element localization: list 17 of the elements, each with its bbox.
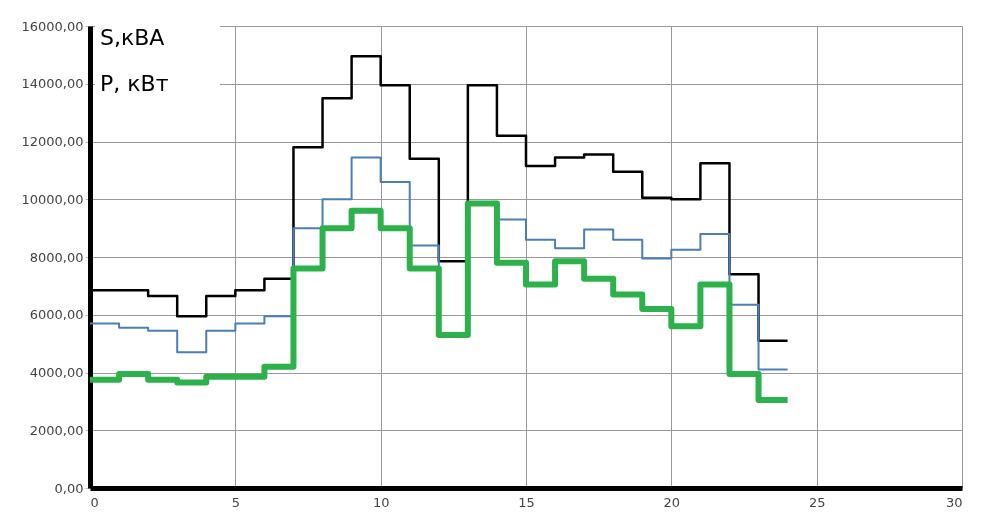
y-tick-label: 14000,00 xyxy=(21,76,84,92)
x-tick-label: 20 xyxy=(663,494,681,510)
y-tick-label: 2000,00 xyxy=(29,422,84,438)
y-tick-label: 8000,00 xyxy=(29,249,84,265)
x-tick-label: 15 xyxy=(518,494,535,510)
x-tick-label: 25 xyxy=(808,494,826,510)
y-tick-label: 6000,00 xyxy=(29,307,84,323)
x-tick-label: 5 xyxy=(231,494,240,510)
x-tick-label: 0 xyxy=(90,494,99,510)
y-tick-label: 16000,00 xyxy=(21,18,84,34)
y-tick-label: 12000,00 xyxy=(21,134,84,149)
x-tick-label: 10 xyxy=(372,494,390,510)
y-tick-label: 0,00 xyxy=(54,480,84,496)
y-tick-label: 4000,00 xyxy=(29,365,84,380)
y-axis-title: S,кВА P, кВт xyxy=(100,25,169,96)
x-tick-label: 30 xyxy=(945,494,963,510)
y-tick-label: 10000,00 xyxy=(21,191,84,207)
